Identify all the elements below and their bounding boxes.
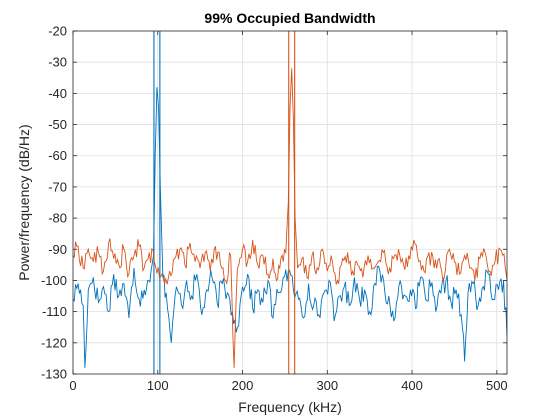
x-axis-label: Frequency (kHz) — [238, 399, 341, 415]
chart-title: 99% Occupied Bandwidth — [204, 10, 375, 26]
x-tick-label: 300 — [316, 378, 338, 393]
series-1-trace — [73, 87, 507, 368]
ticks: 0 100 200 300 400 500 -130 -120 -110 -100 -90 -80 -7… — [41, 24, 508, 394]
y-tick-label: -100 — [41, 273, 67, 288]
x-tick-label: 100 — [147, 378, 169, 393]
plot-frame — [72, 30, 508, 375]
y-tick-label: -120 — [41, 335, 67, 350]
y-tick-label: -60 — [48, 148, 67, 163]
y-tick-label: -130 — [41, 367, 67, 382]
x-tick-label: 400 — [401, 378, 423, 393]
y-tick-label: -50 — [48, 117, 67, 132]
series-layer — [73, 31, 507, 374]
y-tick-label: -70 — [48, 179, 67, 194]
y-tick-label: -90 — [48, 242, 67, 257]
x-tick-label: 0 — [69, 378, 76, 393]
y-tick-label: -110 — [42, 304, 67, 319]
y-tick-label: -80 — [48, 211, 67, 226]
x-tick-label: 200 — [232, 378, 254, 393]
y-tick-label: -40 — [48, 86, 67, 101]
y-tick-label: -20 — [48, 24, 67, 39]
y-tick-label: -30 — [48, 55, 67, 70]
series-2-trace — [73, 68, 507, 368]
x-tick-label: 500 — [486, 378, 508, 393]
y-axis-label: Power/frequency (dB/Hz) — [16, 124, 32, 280]
grid — [73, 31, 507, 374]
